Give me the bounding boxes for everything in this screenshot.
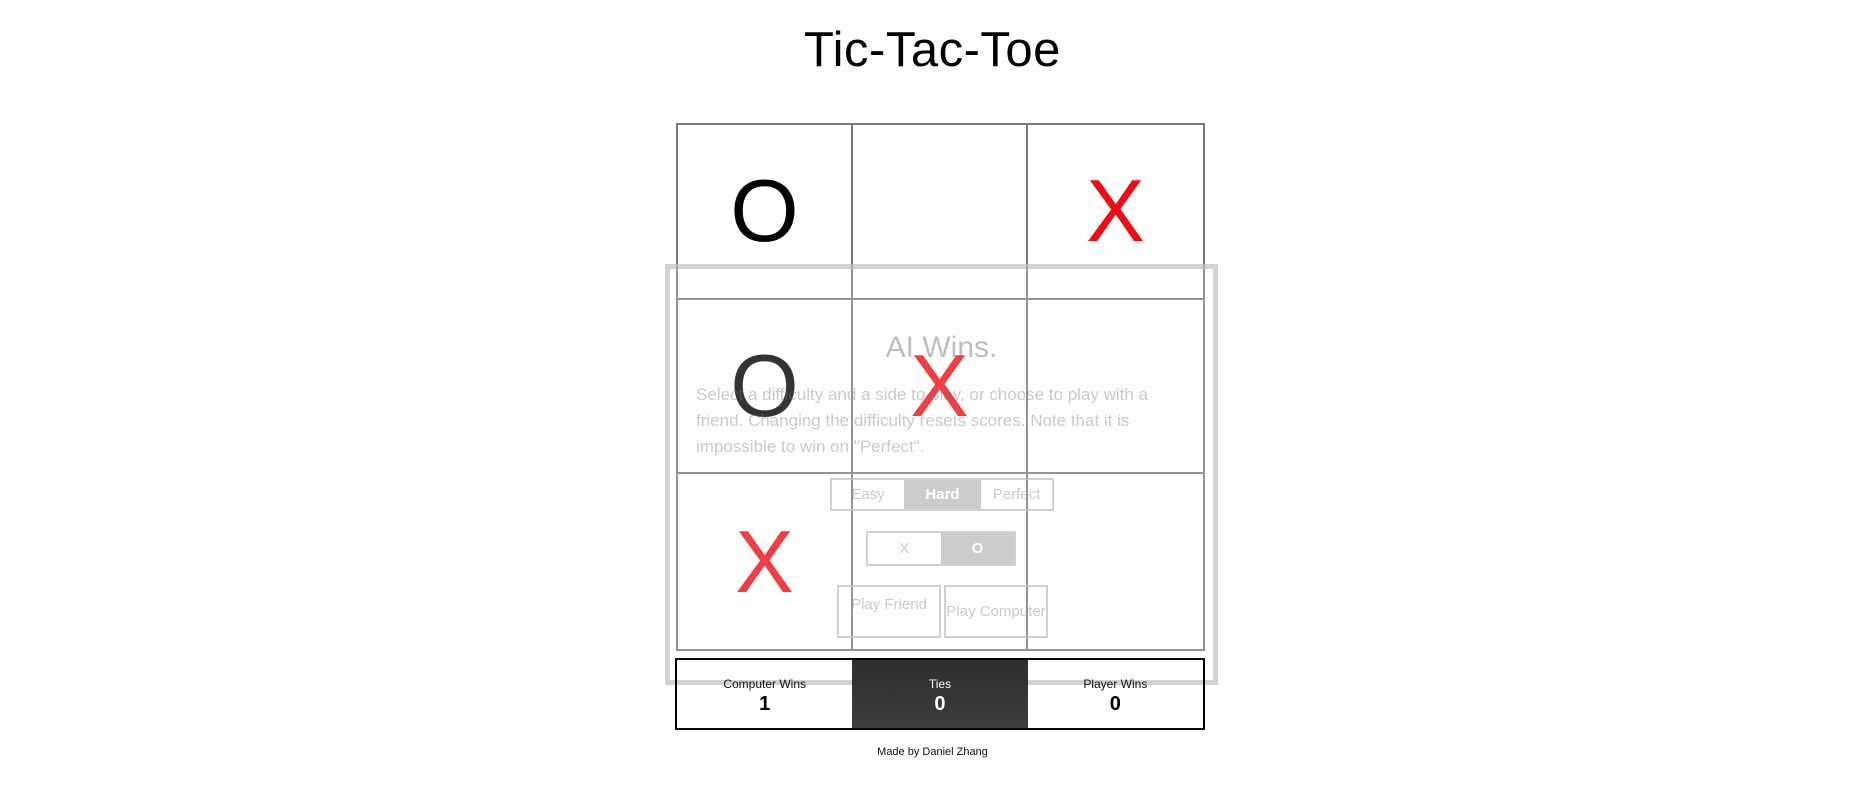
side-o-option[interactable]: O bbox=[941, 533, 1014, 564]
ties-score: Ties 0 bbox=[852, 660, 1028, 728]
board-cell[interactable] bbox=[1028, 300, 1203, 475]
play-friend-button[interactable]: Play Friend bbox=[837, 585, 941, 638]
score-label: Player Wins bbox=[1083, 676, 1148, 691]
play-computer-button[interactable]: Play Computer bbox=[944, 585, 1048, 638]
board-cell[interactable] bbox=[853, 474, 1028, 649]
board-cell[interactable]: X bbox=[853, 299, 1028, 475]
game-board: O X O X X bbox=[676, 123, 1205, 651]
board-cell[interactable]: O bbox=[678, 125, 853, 300]
difficulty-perfect-option[interactable]: Perfect bbox=[992, 486, 1041, 503]
side-x-option[interactable]: X bbox=[899, 540, 910, 557]
score-label: Ties bbox=[928, 676, 952, 691]
player-wins-score: Player Wins 0 bbox=[1028, 660, 1203, 728]
result-dialog: AI Wins. Select a difficulty and a side … bbox=[665, 264, 1218, 685]
board-cell[interactable]: X bbox=[678, 474, 853, 649]
instructions-text: Select a difficulty and a side to play, … bbox=[696, 385, 1149, 456]
result-heading: AI Wins. bbox=[885, 331, 998, 364]
score-value: 1 bbox=[759, 692, 771, 715]
computer-wins-score: Computer Wins 1 bbox=[677, 660, 852, 728]
difficulty-hard-option[interactable]: Hard bbox=[904, 480, 981, 509]
board-cell[interactable] bbox=[853, 125, 1028, 300]
difficulty-selector: Easy Hard Perfect bbox=[830, 478, 1054, 511]
score-value: 0 bbox=[934, 692, 946, 715]
difficulty-easy-option[interactable]: Easy bbox=[851, 486, 885, 503]
page-title: Tic-Tac-Toe bbox=[804, 23, 1061, 77]
score-label: Computer Wins bbox=[723, 676, 806, 691]
footer-credit: Made by Daniel Zhang bbox=[877, 746, 988, 758]
board-cell[interactable]: X bbox=[1028, 125, 1203, 300]
side-selector: X O bbox=[866, 531, 1016, 566]
scoreboard: Computer Wins 1 Ties 0 Player Wins 0 bbox=[675, 658, 1205, 730]
score-value: 0 bbox=[1109, 692, 1121, 715]
board-cell[interactable]: O bbox=[678, 299, 853, 475]
